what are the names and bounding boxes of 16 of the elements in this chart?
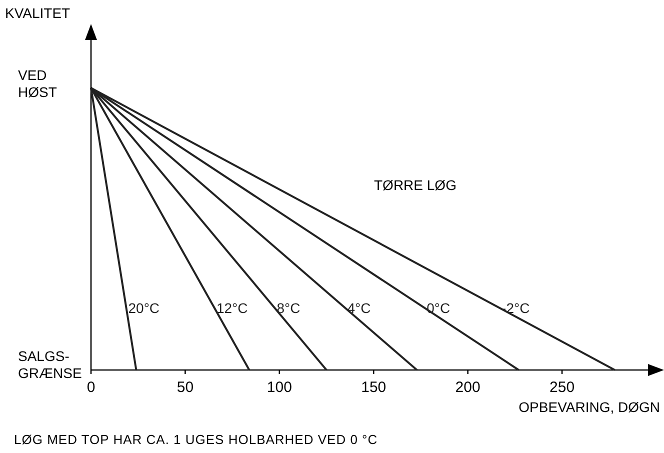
text: SALGS- GRÆNSE [18,348,82,381]
x-tick-label: 50 [176,379,194,396]
annotation: TØRRE LØG [374,177,456,193]
series-label: 4°C [347,300,371,316]
text: LØG MED TOP HAR CA. 1 UGES HOLBARHED VED 0 °C [14,432,378,447]
text: VED HØST [18,67,58,100]
series-label: 20°C [128,300,160,316]
x-tick-label: 100 [266,379,292,396]
x-tick-label: 200 [455,379,480,396]
x-tick-label: 250 [550,379,575,396]
x-tick-label: 0 [86,379,96,396]
series-label: 8°C [276,300,300,316]
series-label: 12°C [216,300,248,316]
y-axis-title: KVALITET [5,5,71,21]
x-axis-title: OPBEVARING, DØGN [518,399,660,415]
x-tick-label: 150 [361,379,386,396]
